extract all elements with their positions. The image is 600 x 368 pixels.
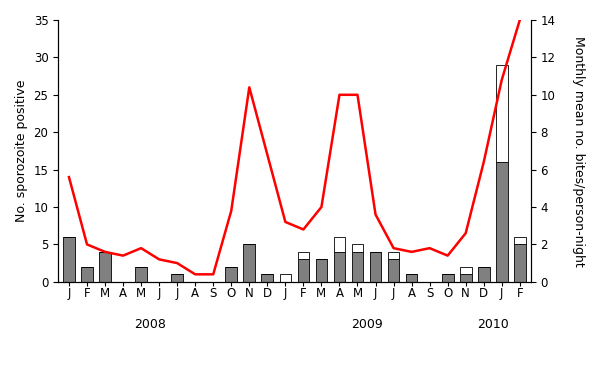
Bar <box>352 244 364 252</box>
Bar <box>172 274 183 282</box>
Bar <box>352 252 364 282</box>
Text: 2009: 2009 <box>350 318 382 331</box>
Bar <box>316 259 327 282</box>
Bar <box>280 274 291 282</box>
Bar <box>226 267 237 282</box>
Bar <box>406 274 418 282</box>
Y-axis label: Monthly mean no. bites/person-night: Monthly mean no. bites/person-night <box>572 36 585 266</box>
Bar <box>460 274 472 282</box>
Y-axis label: No. sporozoite positive: No. sporozoite positive <box>15 79 28 222</box>
Bar <box>388 252 400 259</box>
Bar <box>334 237 346 252</box>
Bar <box>370 252 382 282</box>
Bar <box>478 267 490 282</box>
Bar <box>81 267 93 282</box>
Bar <box>514 244 526 282</box>
Bar <box>460 267 472 274</box>
Bar <box>496 65 508 162</box>
Bar <box>135 267 147 282</box>
Bar <box>99 252 111 282</box>
Text: 2010: 2010 <box>477 318 509 331</box>
Bar <box>496 162 508 282</box>
Bar <box>388 259 400 282</box>
Bar <box>262 274 273 282</box>
Bar <box>334 252 346 282</box>
Text: 2008: 2008 <box>134 318 166 331</box>
Bar <box>514 237 526 244</box>
Bar <box>298 252 309 259</box>
Bar <box>244 244 255 282</box>
Bar <box>298 259 309 282</box>
Bar <box>63 237 75 282</box>
Bar <box>442 274 454 282</box>
